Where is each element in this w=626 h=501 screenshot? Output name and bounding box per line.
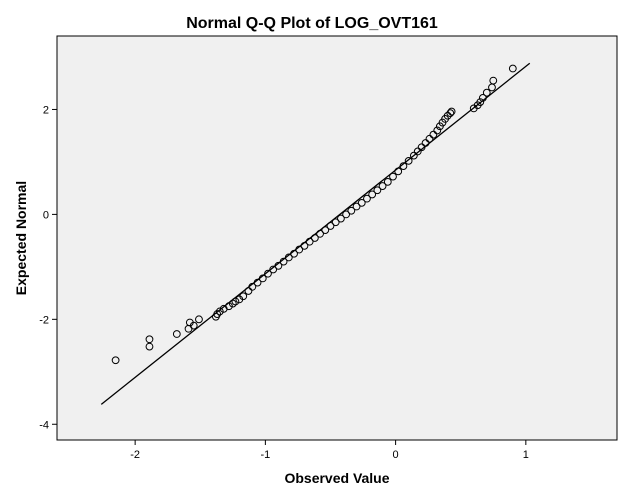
axis-ticks: -2 -1 0 1 2 0 -2 -4 bbox=[39, 104, 529, 461]
data-point bbox=[389, 172, 397, 181]
plot-area bbox=[56, 35, 618, 441]
data-point bbox=[446, 109, 455, 118]
data-point bbox=[264, 269, 272, 278]
data-point bbox=[443, 111, 452, 120]
data-point bbox=[342, 210, 351, 219]
data-point bbox=[195, 315, 203, 324]
y-axis-label: Expected Normal bbox=[13, 181, 29, 295]
reference-line bbox=[100, 62, 531, 405]
data-point bbox=[373, 186, 382, 195]
data-point bbox=[378, 182, 387, 190]
data-point bbox=[228, 299, 237, 308]
x-tick-label: -2 bbox=[130, 449, 140, 461]
data-point bbox=[433, 126, 442, 135]
data-point bbox=[248, 282, 257, 291]
data-point bbox=[425, 134, 434, 143]
data-point bbox=[347, 206, 356, 215]
data-point bbox=[172, 330, 181, 338]
data-point bbox=[145, 335, 154, 344]
data-point bbox=[279, 257, 288, 266]
data-point bbox=[363, 194, 371, 203]
data-point bbox=[310, 234, 319, 242]
y-tick-label: -4 bbox=[39, 419, 49, 431]
data-point bbox=[417, 143, 426, 152]
x-tick-label: 0 bbox=[393, 449, 399, 461]
data-point bbox=[258, 274, 267, 283]
data-point bbox=[231, 297, 240, 306]
data-point bbox=[239, 292, 248, 301]
data-point bbox=[409, 151, 418, 160]
data-point bbox=[357, 198, 366, 207]
data-point bbox=[274, 261, 283, 270]
y-tick-label: 2 bbox=[43, 104, 49, 116]
data-point bbox=[305, 237, 314, 246]
data-point bbox=[337, 214, 345, 223]
data-point bbox=[447, 107, 456, 116]
y-tick-label: -2 bbox=[39, 314, 49, 326]
data-point bbox=[253, 278, 262, 287]
data-point bbox=[508, 64, 517, 73]
data-point bbox=[215, 307, 224, 316]
data-point bbox=[331, 218, 340, 227]
data-point bbox=[295, 245, 304, 254]
data-point bbox=[225, 302, 233, 311]
data-point bbox=[368, 190, 377, 199]
data-point bbox=[478, 94, 487, 102]
data-point bbox=[244, 287, 253, 295]
data-point bbox=[399, 162, 408, 171]
data-point bbox=[269, 265, 278, 274]
data-points bbox=[111, 64, 517, 365]
data-point bbox=[476, 98, 485, 107]
x-axis-label: Observed Value bbox=[284, 470, 389, 486]
data-point bbox=[394, 167, 403, 176]
data-point bbox=[284, 253, 293, 262]
data-point bbox=[290, 249, 298, 258]
data-point bbox=[316, 229, 324, 238]
data-point bbox=[482, 88, 491, 97]
y-tick-label: 0 bbox=[43, 209, 49, 221]
data-point bbox=[421, 139, 430, 147]
data-point bbox=[326, 222, 335, 230]
data-point bbox=[300, 241, 309, 250]
data-point bbox=[404, 156, 413, 165]
x-tick-label: 1 bbox=[523, 449, 529, 461]
data-point bbox=[383, 177, 392, 186]
chart-title: Normal Q-Q Plot of LOG_OVT161 bbox=[186, 15, 438, 32]
data-point bbox=[111, 356, 120, 365]
data-point bbox=[413, 147, 422, 156]
data-point bbox=[213, 310, 222, 318]
data-point bbox=[321, 226, 330, 235]
data-point bbox=[352, 202, 361, 211]
data-point bbox=[489, 76, 498, 85]
data-point bbox=[189, 321, 198, 330]
data-point bbox=[145, 342, 154, 351]
x-tick-label: -1 bbox=[260, 449, 270, 461]
data-point bbox=[429, 130, 438, 139]
